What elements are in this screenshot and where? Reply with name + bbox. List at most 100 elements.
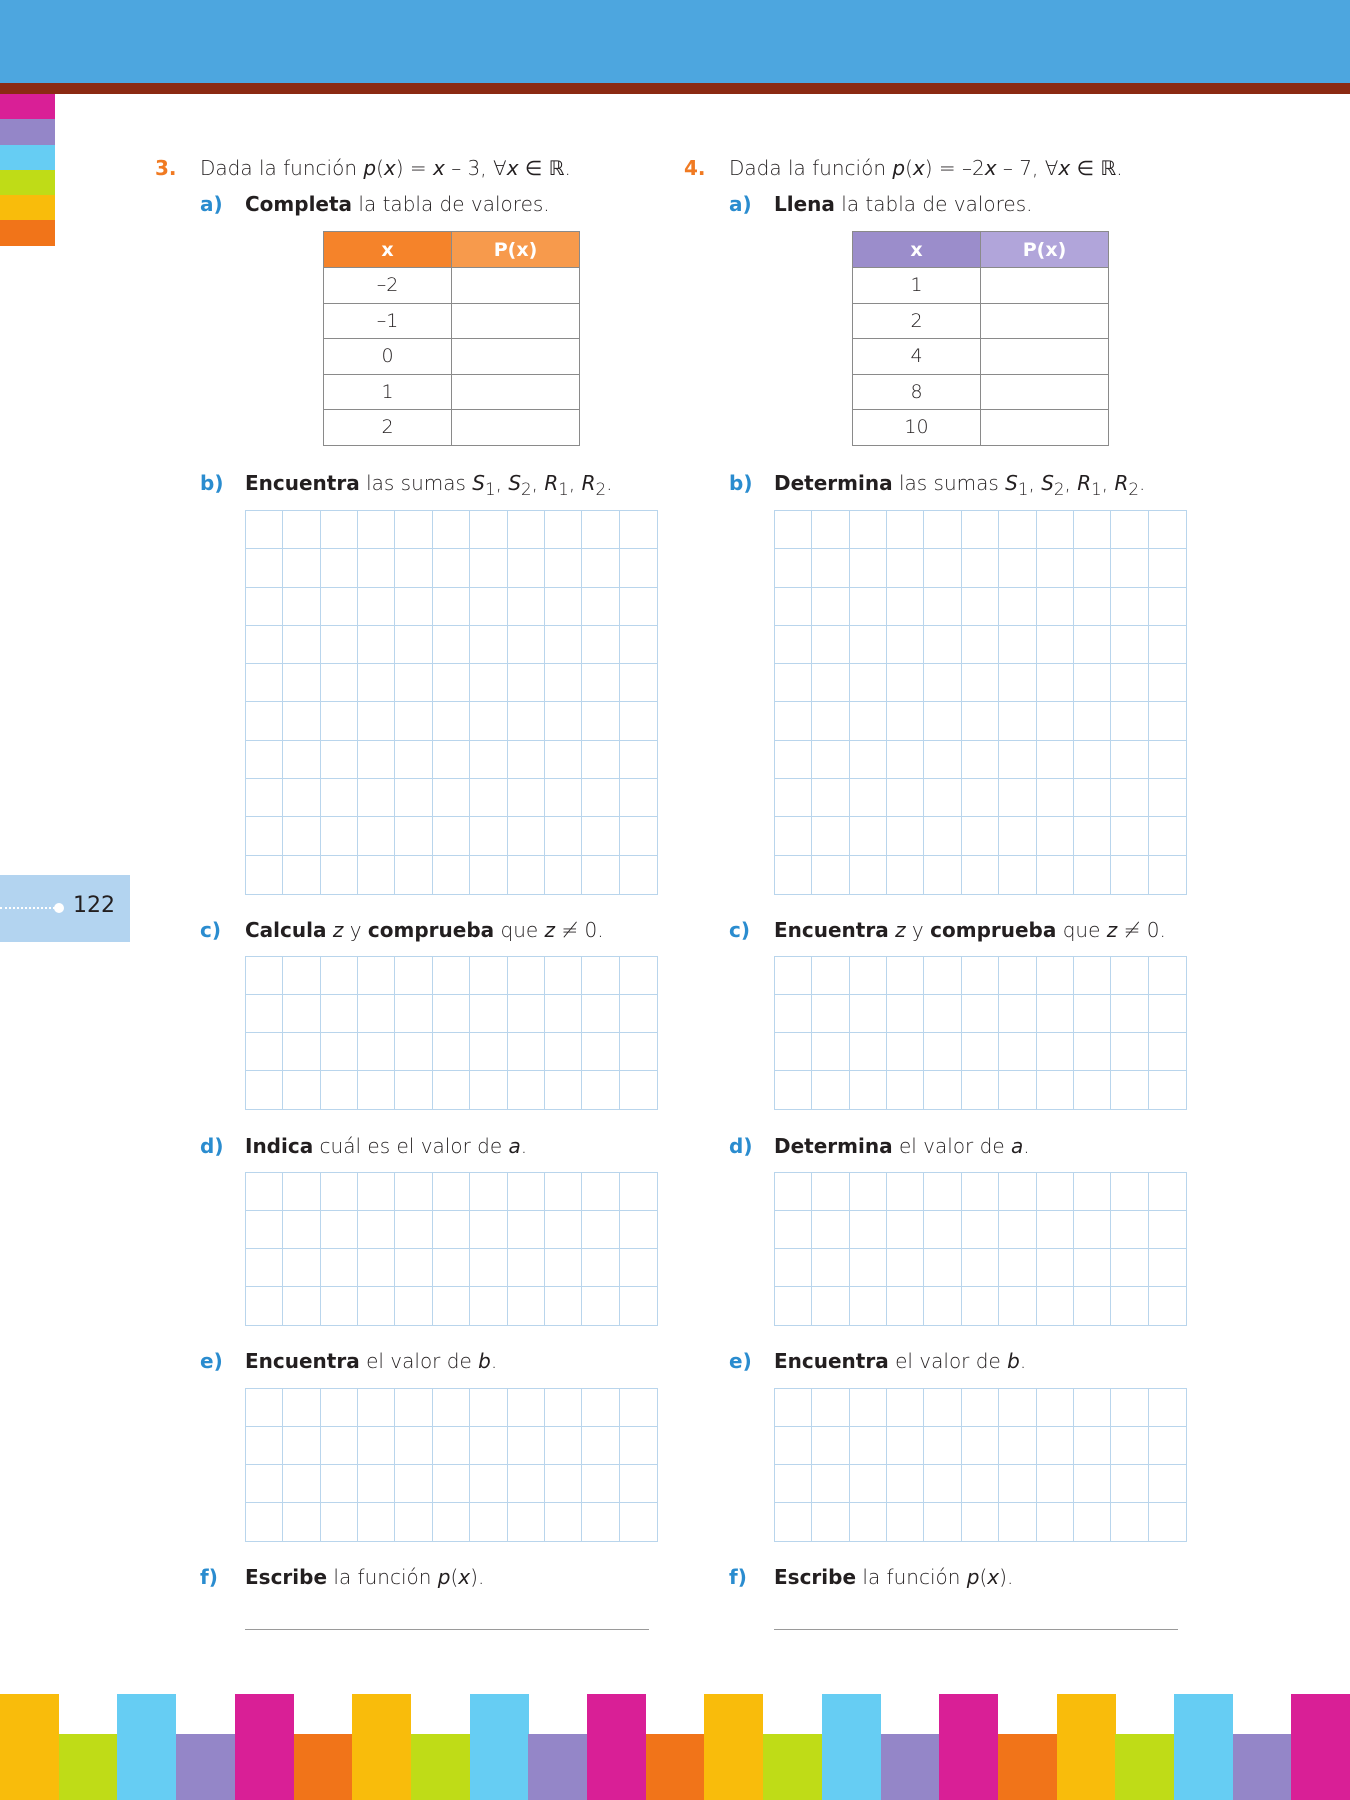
grid-cell xyxy=(1036,511,1074,550)
table-header-row: x P(x) xyxy=(852,231,1109,268)
grid-cell xyxy=(999,995,1037,1033)
grid-cell xyxy=(395,702,433,741)
grid-cell xyxy=(582,625,620,665)
answer-grid[interactable] xyxy=(245,956,658,1110)
grid-cell xyxy=(1111,702,1149,741)
px-answer-cell[interactable] xyxy=(980,302,1109,339)
grid-cell xyxy=(470,664,508,703)
side-tab xyxy=(0,169,55,196)
grid-cell xyxy=(812,1465,850,1503)
px-answer-cell[interactable] xyxy=(451,302,580,339)
grid-cell xyxy=(1111,995,1149,1033)
grid-cell xyxy=(545,1287,583,1325)
grid-cell xyxy=(358,1465,396,1503)
grid-cell xyxy=(1149,1287,1186,1325)
px-answer-cell[interactable] xyxy=(980,267,1109,304)
math-variable: b xyxy=(1007,1349,1020,1373)
text-segment: . xyxy=(1138,471,1146,495)
grid-cell xyxy=(582,1211,620,1249)
grid-cell xyxy=(849,779,888,818)
grid-cell xyxy=(887,817,925,856)
grid-cell xyxy=(1074,855,1112,894)
grid-cell xyxy=(961,1465,1000,1503)
x-value-cell: 10 xyxy=(852,409,981,446)
px-answer-cell[interactable] xyxy=(451,338,580,375)
grid-cell xyxy=(358,1071,396,1109)
px-answer-cell[interactable] xyxy=(980,338,1109,375)
part-label: d) xyxy=(200,1134,224,1158)
part-label: c) xyxy=(729,918,750,942)
grid-cell xyxy=(619,1389,657,1427)
px-answer-cell[interactable] xyxy=(451,373,580,410)
grid-cell xyxy=(544,779,583,818)
grid-cell xyxy=(812,511,850,550)
px-answer-cell[interactable] xyxy=(451,409,580,446)
answer-grid[interactable] xyxy=(245,1388,658,1542)
grid-cell xyxy=(246,957,284,995)
grid-cell xyxy=(432,1427,471,1465)
grid-cell xyxy=(320,511,359,550)
grid-cell xyxy=(283,1249,321,1287)
footer-bar xyxy=(763,1734,823,1800)
grid-cell xyxy=(1036,995,1074,1033)
text-segment: ( xyxy=(905,156,913,180)
subscript: 2 xyxy=(1128,480,1139,499)
grid-cell xyxy=(246,995,284,1033)
grid-cell xyxy=(582,817,620,856)
grid-cell xyxy=(395,1033,433,1071)
grid-cell xyxy=(961,1033,1000,1071)
px-answer-cell[interactable] xyxy=(980,373,1109,410)
answer-grid[interactable] xyxy=(245,1172,658,1326)
answer-grid[interactable] xyxy=(774,1388,1187,1542)
grid-cell xyxy=(246,702,284,741)
table-row: –2 xyxy=(323,267,580,304)
grid-cell xyxy=(1073,1173,1112,1211)
grid-cell xyxy=(1074,1287,1112,1325)
answer-grid[interactable] xyxy=(774,1172,1187,1326)
grid-cell xyxy=(619,702,657,741)
header-x: x xyxy=(323,231,452,268)
grid-cell xyxy=(962,1503,1000,1541)
grid-cell xyxy=(775,1071,813,1109)
grid-cell xyxy=(432,549,471,588)
grid-cell xyxy=(775,1389,813,1427)
grid-cell xyxy=(619,779,657,818)
page-number-tab: 122 xyxy=(0,875,130,942)
answer-grid[interactable] xyxy=(774,956,1187,1110)
answer-line[interactable] xyxy=(245,1629,649,1630)
footer-bar xyxy=(704,1694,764,1800)
grid-cell xyxy=(246,1071,284,1109)
subscript: 2 xyxy=(521,480,532,499)
grid-cell xyxy=(1073,664,1112,703)
grid-cell xyxy=(470,1211,508,1249)
px-answer-cell[interactable] xyxy=(980,409,1109,446)
grid-cell xyxy=(1111,1465,1149,1503)
answer-grid[interactable] xyxy=(245,510,658,895)
answer-grid[interactable] xyxy=(774,510,1187,895)
grid-cell xyxy=(432,1465,471,1503)
grid-cell xyxy=(850,1071,888,1109)
side-color-tabs xyxy=(0,94,55,246)
grid-cell xyxy=(395,740,433,780)
math-variable: S xyxy=(472,471,485,495)
part-label: c) xyxy=(200,918,221,942)
text-segment: la tabla de valores. xyxy=(834,192,1033,216)
grid-cell xyxy=(924,1389,962,1427)
footer-bar xyxy=(821,1694,881,1800)
grid-cell xyxy=(320,740,359,780)
math-variable: x xyxy=(984,156,997,180)
grid-cell xyxy=(470,625,508,665)
answer-line[interactable] xyxy=(774,1629,1178,1630)
grid-cell xyxy=(507,1211,545,1249)
px-answer-cell[interactable] xyxy=(451,267,580,304)
grid-cell xyxy=(1036,779,1074,818)
grid-cell xyxy=(1073,957,1112,995)
grid-cell xyxy=(961,995,1000,1033)
text-segment: ). xyxy=(999,1565,1014,1589)
grid-cell xyxy=(962,1071,1000,1109)
grid-cell xyxy=(619,664,657,703)
grid-cell xyxy=(775,1211,813,1249)
grid-cell xyxy=(924,1427,962,1465)
grid-cell xyxy=(924,1071,962,1109)
grid-cell xyxy=(1148,957,1186,995)
